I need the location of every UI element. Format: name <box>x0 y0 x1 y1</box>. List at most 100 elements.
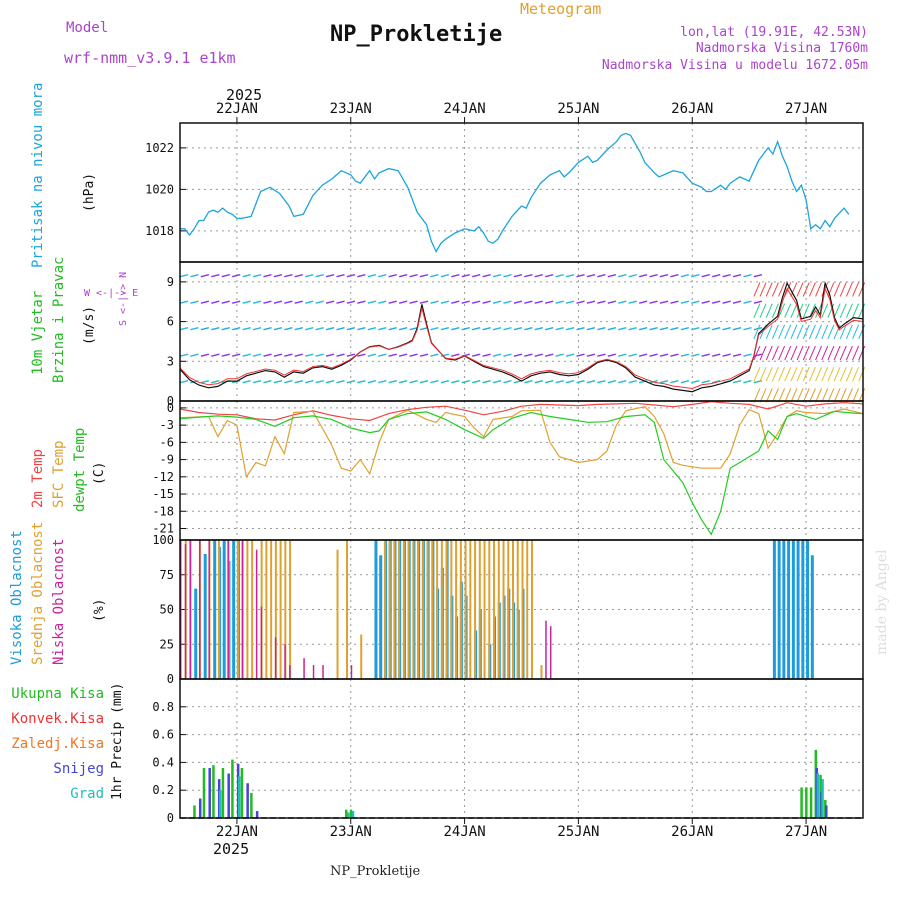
wind-arrow <box>273 300 283 304</box>
wind-arrow <box>179 353 189 357</box>
year-top: 2025 <box>226 86 263 104</box>
wind-arrow <box>753 324 761 340</box>
wind-arrow <box>701 300 710 304</box>
wind-arrow <box>179 274 189 278</box>
cloud-bar-high <box>213 540 217 679</box>
day-label-bottom: 22JAN <box>216 824 258 840</box>
cloud-bar-high <box>787 540 791 679</box>
wind-arrow <box>305 274 314 278</box>
cloud-bar-low <box>227 540 229 679</box>
pressure-label: Pritisak na nivou mora <box>30 82 46 268</box>
wind-arrow <box>796 303 804 318</box>
precip-bar-graupel <box>237 776 241 818</box>
wind-arrow <box>179 300 189 304</box>
wind-arrow <box>765 388 773 403</box>
cloud-bar-mid <box>464 540 467 679</box>
cloud-bar-mid <box>497 540 500 679</box>
precip-bar-total <box>221 767 225 818</box>
cloud-bar-mid <box>236 540 239 679</box>
wind-arrow <box>796 282 804 297</box>
wind-arrow <box>796 367 804 382</box>
wind-arrow <box>284 274 293 278</box>
wind-arrow <box>586 327 596 331</box>
wind-unit: (m/s) <box>82 305 97 345</box>
wind-arrow <box>802 282 810 297</box>
cloud-bar-mid <box>540 665 543 679</box>
day-label-bottom: 25JAN <box>557 824 599 840</box>
day-label-top: 23JAN <box>330 101 372 117</box>
wind-arrow <box>815 367 823 382</box>
wind-speed-line <box>179 280 864 393</box>
precip-legend-graupel: Grad <box>70 786 104 802</box>
wind-arrow <box>524 379 533 384</box>
precip-bar-snow <box>825 805 828 818</box>
wind-gust-line <box>179 286 864 390</box>
wind-arrow <box>691 300 700 304</box>
wind-arrow <box>852 345 860 361</box>
wind-arrow <box>691 353 700 357</box>
cloud-bar-low <box>208 540 210 679</box>
wind-arrow <box>430 300 439 304</box>
wind-arrow <box>430 327 439 331</box>
wind-arrow <box>771 324 779 340</box>
cloud-bar-mid <box>431 540 434 679</box>
wind-arrow <box>845 345 853 361</box>
wind-arrow <box>472 327 481 331</box>
wind-arrow <box>263 274 272 278</box>
cloud-bar-mid <box>274 540 277 679</box>
wind-arrow <box>586 353 596 357</box>
pressure-ytick-label: 1022 <box>145 141 174 155</box>
wind-arrow <box>784 303 792 318</box>
wind-arrow <box>821 345 829 361</box>
wind-arrow <box>513 327 523 331</box>
wind-arrow <box>839 345 847 361</box>
wind-arrow <box>482 327 491 331</box>
wind-arrow <box>680 379 690 384</box>
wind-arrow <box>701 327 710 331</box>
wind-arrow <box>294 300 303 304</box>
wind-arrow <box>712 327 721 331</box>
cloud-ytick-label: 100 <box>152 533 174 547</box>
wind-arrow <box>179 327 189 331</box>
wind-arrow <box>858 324 866 340</box>
wind-arrow <box>325 300 335 304</box>
wind-arrow <box>821 388 829 403</box>
wind-arrow <box>284 379 293 384</box>
wind-arrow <box>357 379 366 384</box>
wind-arrow <box>691 274 700 278</box>
wind-arrow <box>503 327 512 331</box>
cloud-bar-mid <box>412 540 415 679</box>
cloud-bar-low <box>322 665 324 679</box>
wind-arrow <box>565 274 575 278</box>
wind-arrow <box>357 327 366 331</box>
wind-arrow <box>759 367 767 382</box>
wind-arrow <box>796 388 804 403</box>
wind-arrow <box>827 345 835 361</box>
wind-arrow <box>524 327 533 331</box>
wind-arrow <box>701 274 710 278</box>
wind-arrow <box>821 367 829 382</box>
wind-arrow <box>852 303 860 318</box>
wind-arrow <box>451 327 460 331</box>
day-label-bottom: 24JAN <box>444 824 486 840</box>
precip-bar-snow <box>227 773 230 818</box>
wind-arrow <box>273 327 283 331</box>
wind-arrow <box>858 282 866 297</box>
wind-arrow <box>790 345 798 361</box>
precip-bar-total <box>202 767 206 818</box>
wind-arrow <box>388 274 397 278</box>
cloud-bar-mid <box>279 540 282 679</box>
wind-arrow <box>346 379 356 384</box>
wind-arrow <box>638 274 648 278</box>
wind-arrow <box>827 388 835 403</box>
wind-arrow <box>315 300 324 304</box>
temp-sfc-line <box>179 406 864 479</box>
wind-arrow <box>638 353 648 357</box>
wind-ytick-label: 3 <box>167 354 174 368</box>
temperature-ytick-label: -21 <box>152 522 174 536</box>
wind-arrow <box>513 274 523 278</box>
wind-arrow <box>419 300 429 304</box>
wind-arrow <box>200 300 210 304</box>
wind-arrow <box>221 274 230 278</box>
wind-arrow <box>263 327 272 331</box>
